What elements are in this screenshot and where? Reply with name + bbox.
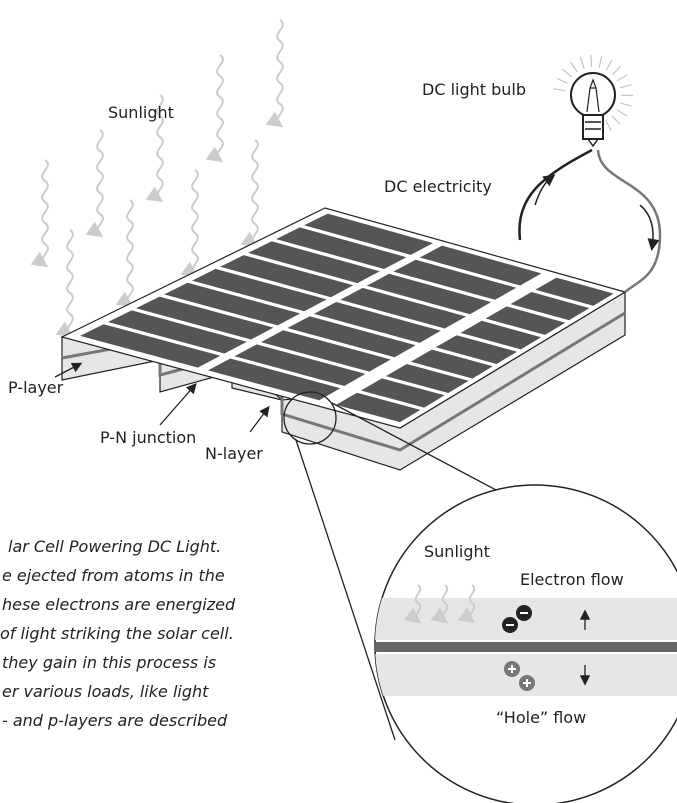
- solar-cell: [419, 245, 542, 286]
- caption-line: hese electrons are energized: [2, 595, 236, 614]
- label: DC light bulb: [422, 80, 526, 99]
- solar-cell: [313, 302, 441, 343]
- glow-ray: [562, 68, 572, 78]
- circuit: [518, 55, 662, 293]
- inset-label: Electron flow: [520, 570, 624, 589]
- caption: lar Cell Powering DC Light. e ejected fro…: [0, 537, 236, 730]
- sun-ray: [265, 19, 284, 128]
- solar-cell: [136, 296, 274, 340]
- caption-line: er various loads, like light: [2, 682, 209, 701]
- solar-cell: [360, 378, 445, 408]
- solar-cell: [460, 320, 542, 350]
- sun-ray: [240, 139, 259, 248]
- caption-line: of light striking the solar cell.: [0, 624, 234, 643]
- glow-ray: [553, 88, 566, 92]
- glow-ray: [590, 55, 593, 68]
- inset: Sunlight Electron flow “Hole” flow: [374, 484, 677, 803]
- sun-ray: [30, 159, 49, 268]
- sun-ray: [205, 54, 224, 163]
- sun-ray: [115, 199, 134, 308]
- glow-ray: [616, 109, 628, 117]
- solar-cell: [410, 349, 493, 379]
- solar-cell: [80, 324, 221, 368]
- solar-cell: [234, 344, 366, 386]
- label: DC electricity: [384, 177, 492, 196]
- glow-ray: [619, 102, 632, 107]
- glow-ray: [579, 56, 585, 69]
- sun-ray: [55, 229, 74, 338]
- label: N-layer: [205, 444, 263, 463]
- caption-line: lar Cell Powering DC Light.: [8, 537, 221, 556]
- solar-cell: [208, 358, 341, 401]
- caption-line: - and p-layers are described: [2, 711, 228, 730]
- label: P-N junction: [100, 428, 196, 447]
- sun-ray: [145, 94, 164, 203]
- glow-ray: [611, 115, 621, 125]
- glow-ray: [616, 74, 628, 82]
- solar-cell: [220, 255, 354, 298]
- solar-cell: [385, 364, 469, 393]
- sun-ray: [85, 129, 104, 238]
- solar-cell: [435, 335, 517, 364]
- solar-cell: [393, 259, 517, 300]
- solar-cell: [261, 330, 391, 372]
- solar-cell: [108, 310, 247, 354]
- solar-cell: [485, 306, 566, 335]
- solar-cell: [510, 292, 590, 321]
- caption-line: e ejected from atoms in the: [2, 566, 225, 585]
- solar-cell: [164, 282, 301, 326]
- solar-cell: [304, 213, 433, 255]
- solar-cell: [248, 241, 380, 284]
- labels: Sunlight DC light bulb DC electricity P-…: [8, 80, 526, 463]
- glow-ray: [598, 55, 603, 68]
- label: Sunlight: [108, 103, 174, 122]
- solar-cell: [535, 277, 614, 306]
- glow-ray: [612, 65, 622, 76]
- sun-rays: [30, 19, 284, 338]
- glow-ray: [570, 61, 578, 73]
- glow-ray: [556, 77, 568, 84]
- solar-cell: [340, 287, 466, 329]
- panel: [60, 207, 627, 471]
- solar-cell: [192, 268, 327, 312]
- solar-cell: [287, 316, 416, 358]
- glow-ray: [619, 84, 632, 89]
- inset-label: “Hole” flow: [496, 708, 586, 727]
- sun-ray: [180, 169, 199, 278]
- label: P-layer: [8, 378, 64, 397]
- solar-cell: [366, 273, 492, 315]
- solar-cell: [336, 392, 421, 423]
- glow-ray: [605, 59, 613, 71]
- inset-label: Sunlight: [424, 542, 490, 561]
- solar-cell: [276, 227, 407, 269]
- glow-ray: [605, 119, 612, 131]
- caption-line: they gain in this process is: [2, 653, 216, 672]
